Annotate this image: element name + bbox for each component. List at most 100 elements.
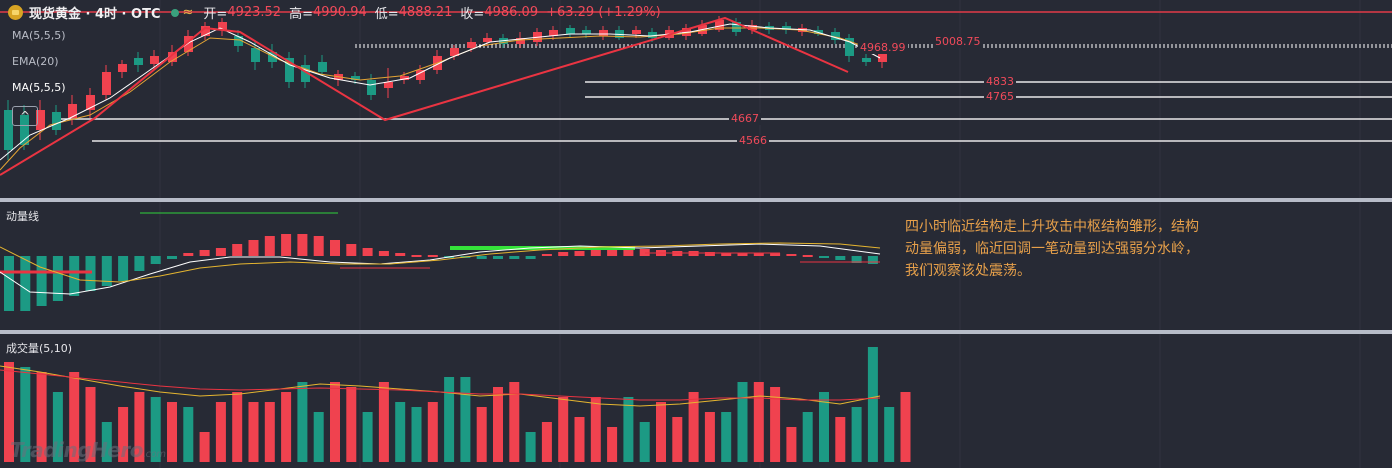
candle-body: [351, 76, 360, 80]
momentum-bar: [819, 256, 829, 258]
candle-body: [782, 26, 791, 30]
momentum-bar: [330, 240, 340, 256]
momentum-bar: [378, 251, 389, 256]
momentum-pane[interactable]: 动量线 四小时临近结构走上升攻击中枢结构雏形，结构动量偏弱，临近回调一笔动量到达…: [0, 202, 1392, 330]
candle-body: [218, 22, 227, 30]
close-label: 收=: [460, 7, 485, 22]
volume-bar: [281, 392, 292, 462]
volume-bar: [362, 412, 373, 462]
candle-body: [566, 28, 575, 34]
volume-bar: [330, 382, 340, 462]
candle-body: [732, 22, 741, 32]
volume-bar: [607, 427, 618, 462]
volume-bar: [721, 412, 732, 462]
candle-body: [582, 30, 591, 34]
price-chart-pane[interactable]: 现货黄金 · 4时 · OTC ≈ 开= 4923.52 高= 4990.94 …: [0, 0, 1392, 198]
momentum-title[interactable]: 动量线: [6, 210, 39, 223]
candle-body: [599, 30, 608, 36]
momentum-bar: [4, 256, 14, 311]
momentum-bar: [835, 256, 846, 260]
gold-coin-icon: [8, 5, 23, 20]
candle-body: [102, 72, 111, 95]
candle-body: [632, 30, 641, 34]
momentum-bar: [167, 256, 177, 259]
momentum-bar: [704, 252, 715, 256]
momentum-bar: [36, 256, 47, 306]
volume-bar: [704, 412, 715, 462]
candle-body: [4, 110, 13, 150]
volume-bar: [101, 422, 112, 462]
pane-divider[interactable]: [0, 198, 1392, 202]
momentum-bar: [134, 256, 145, 271]
volume-bar: [69, 372, 80, 462]
symbol-title[interactable]: 现货黄金 · 4时 · OTC: [29, 7, 161, 22]
structure-line: [0, 16, 849, 176]
momentum-bar: [264, 236, 275, 256]
momentum-line: [0, 243, 881, 295]
momentum-bar: [607, 249, 618, 256]
momentum-bar: [281, 234, 292, 256]
candle-body: [715, 20, 724, 30]
chevron-up-icon[interactable]: ^: [12, 106, 38, 126]
volume-bar: [378, 382, 389, 462]
pane-divider[interactable]: [0, 330, 1392, 334]
volume-bar: [395, 402, 406, 462]
indicator-ema-20[interactable]: EMA(20): [12, 55, 59, 68]
volume-bar: [183, 407, 194, 462]
indicator-ma-2[interactable]: MA(5,5,5): [12, 81, 66, 94]
price-chart-canvas[interactable]: [0, 0, 1392, 198]
volume-bar: [884, 407, 895, 462]
momentum-bar: [346, 244, 357, 256]
level-label-4566: 4566: [737, 134, 769, 147]
candle-body: [367, 80, 376, 95]
candle-body: [201, 26, 210, 36]
momentum-bar: [867, 256, 878, 264]
momentum-bar: [69, 256, 80, 296]
volume-bar: [639, 422, 650, 462]
momentum-bar: [215, 248, 226, 256]
level-label-4667: 4667: [729, 112, 761, 125]
volume-bar: [118, 407, 129, 462]
volume-bar: [199, 432, 210, 462]
volume-bar: [215, 402, 226, 462]
market-status-icon: [170, 8, 179, 17]
volume-pane[interactable]: 成交量(5,10) TradingHero.com: [0, 334, 1392, 468]
candle-body: [301, 65, 310, 82]
candle-body: [268, 52, 277, 62]
momentum-bar: [199, 250, 210, 256]
momentum-bar: [313, 236, 324, 256]
momentum-bar: [786, 254, 797, 256]
volume-title[interactable]: 成交量(5,10): [6, 342, 73, 355]
volume-bar: [264, 402, 275, 462]
ema-line: [0, 27, 881, 171]
candle-body: [285, 58, 294, 82]
momentum-bar: [509, 256, 520, 259]
momentum-bar: [183, 253, 194, 256]
volume-bar: [4, 362, 14, 462]
volume-canvas[interactable]: [0, 334, 1392, 468]
candle-body: [118, 64, 127, 72]
volume-bar: [590, 397, 601, 462]
candle-body: [516, 38, 525, 44]
momentum-bar: [574, 251, 585, 256]
indicator-ma-1[interactable]: MA(5,5,5): [12, 29, 66, 42]
candle-body: [36, 110, 45, 130]
volume-bar: [85, 387, 96, 462]
level-label-4968: 4968.99: [858, 41, 908, 54]
symbol-header: 现货黄金 · 4时 · OTC ≈ 开= 4923.52 高= 4990.94 …: [8, 3, 669, 22]
momentum-bar: [232, 244, 243, 256]
level-label-5008: 5008.75: [933, 35, 983, 48]
momentum-bar: [118, 256, 129, 281]
candle-body: [400, 76, 409, 80]
momentum-bar: [493, 256, 503, 259]
low-value: 4888.21: [398, 5, 453, 20]
momentum-canvas[interactable]: [0, 202, 1392, 330]
candle-body: [251, 48, 260, 62]
level-label-4765: 4765: [984, 90, 1016, 103]
candle-body: [20, 115, 29, 145]
candle-body: [862, 58, 871, 62]
analysis-note: 四小时临近结构走上升攻击中枢结构雏形，结构动量偏弱，临近回调一笔动量到达强弱分水…: [905, 219, 1199, 279]
level-label-4833: 4833: [984, 75, 1016, 88]
volume-bar: [900, 392, 911, 462]
volume-bar: [770, 387, 781, 462]
